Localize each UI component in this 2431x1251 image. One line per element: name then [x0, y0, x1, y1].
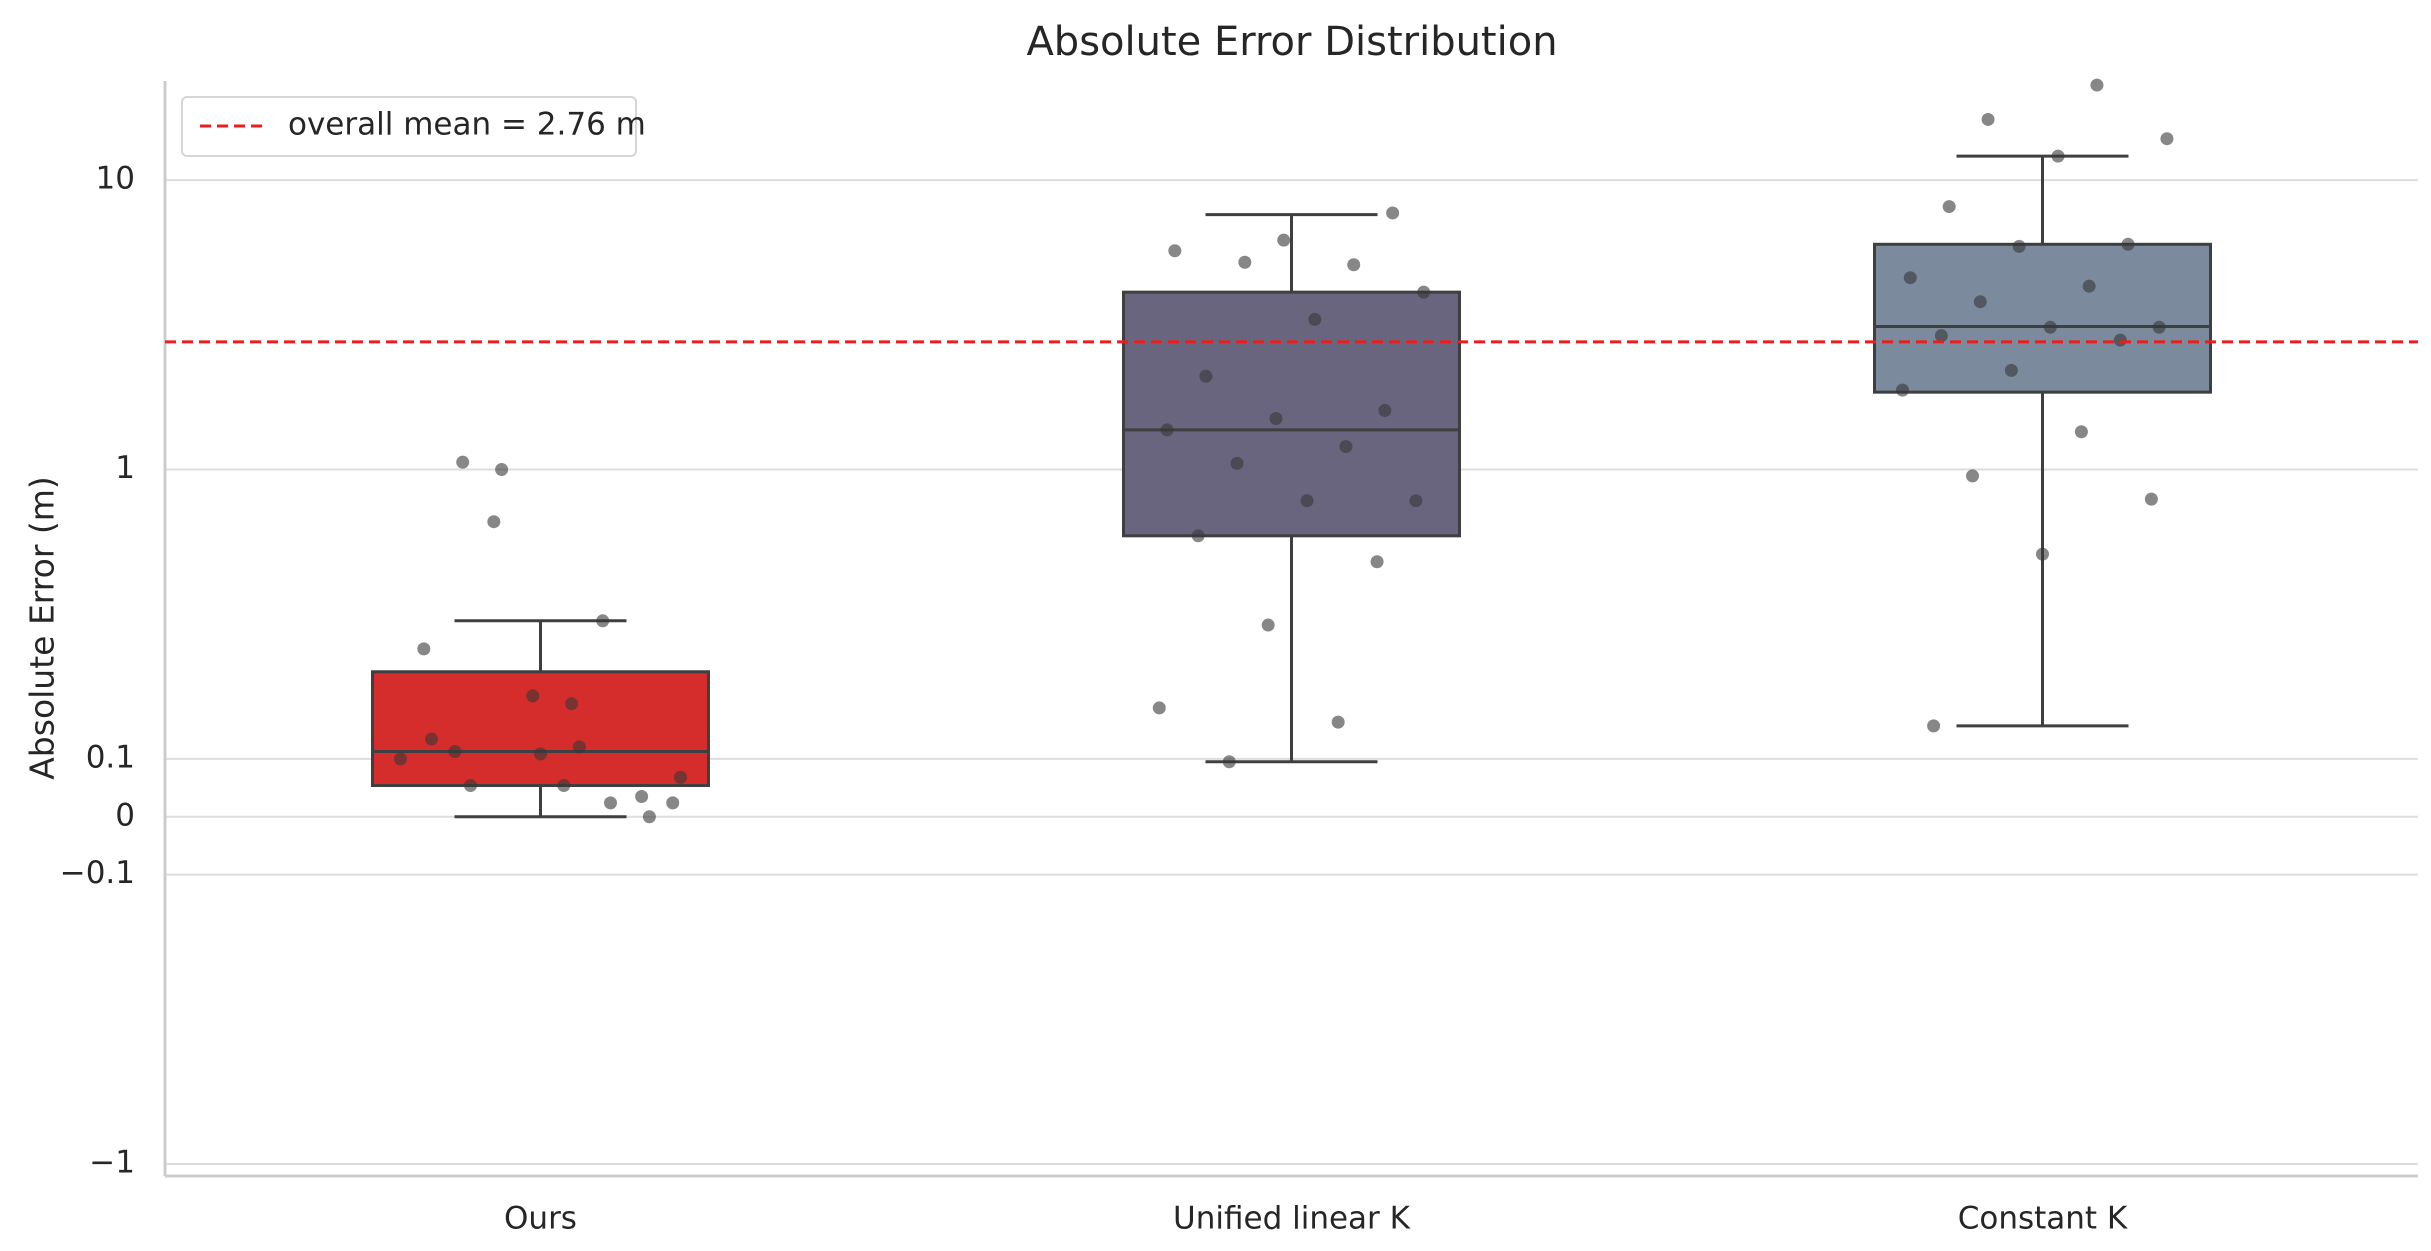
y-tick-label: 1: [115, 450, 135, 486]
data-point: [1168, 244, 1182, 258]
x-tick-label: Ours: [504, 1201, 577, 1237]
data-point: [2160, 132, 2174, 146]
data-point: [1269, 412, 1283, 426]
data-point: [1222, 755, 1236, 769]
data-point: [572, 740, 586, 754]
data-point: [1378, 403, 1392, 417]
data-point: [565, 697, 579, 711]
data-point: [1896, 383, 1909, 397]
data-point: [1942, 200, 1956, 214]
data-point: [2043, 320, 2057, 334]
data-point: [1230, 456, 1244, 470]
data-point: [1160, 423, 1174, 437]
y-tick-label: 10: [96, 161, 135, 197]
y-tick-label: 0.1: [86, 739, 135, 775]
legend-label: overall mean = 2.76 m: [288, 107, 646, 143]
data-point: [1152, 701, 1166, 715]
data-point: [1331, 715, 1345, 729]
data-point: [1347, 258, 1361, 272]
y-tick-label: −1: [89, 1145, 135, 1181]
data-point: [1966, 469, 1979, 483]
data-point: [487, 515, 501, 529]
legend: overall mean = 2.76 m: [181, 96, 646, 157]
data-point: [2144, 492, 2158, 506]
data-point: [557, 778, 571, 792]
data-point: [1191, 529, 1205, 543]
data-point: [635, 789, 649, 803]
data-point: [2082, 279, 2096, 293]
box: [1122, 290, 1461, 538]
data-point: [2051, 149, 2065, 163]
data-point: [1903, 271, 1917, 285]
y-tick-label: 0: [115, 797, 135, 833]
data-point: [1238, 255, 1252, 269]
data-point: [526, 689, 540, 703]
data-point: [2090, 78, 2104, 92]
box: [371, 670, 710, 787]
data-point: [1927, 719, 1941, 733]
data-point: [642, 810, 656, 824]
data-point: [1973, 295, 1987, 309]
data-point: [2113, 333, 2127, 347]
data-point: [1308, 312, 1322, 326]
data-point: [1409, 494, 1423, 508]
y-tick-label: −0.1: [60, 855, 135, 891]
data-point: [2004, 363, 2018, 377]
data-point: [604, 796, 617, 810]
data-point: [2036, 547, 2049, 561]
data-point: [1370, 555, 1384, 569]
legend-box: [181, 96, 637, 157]
chart-title: Absolute Error Distribution: [1026, 19, 1557, 65]
data-point: [464, 778, 477, 792]
data-point: [2074, 425, 2088, 439]
data-point: [1981, 112, 1995, 126]
data-point: [1261, 618, 1275, 632]
data-point: [534, 747, 547, 761]
data-point: [2152, 320, 2166, 334]
data-point: [596, 614, 610, 628]
data-point: [1417, 285, 1431, 299]
data-point: [2012, 239, 2026, 253]
data-point: [1277, 233, 1291, 247]
x-tick-label: Unified linear K: [1173, 1201, 1411, 1237]
data-point: [1934, 329, 1948, 343]
data-point: [1199, 369, 1213, 383]
data-point: [674, 770, 687, 784]
data-point: [394, 752, 407, 766]
data-point: [417, 642, 431, 656]
data-point: [448, 745, 462, 759]
data-point: [495, 462, 509, 476]
data-point: [456, 455, 470, 469]
data-point: [425, 732, 439, 746]
data-point: [1339, 440, 1353, 454]
data-point: [2121, 237, 2135, 251]
data-point: [1386, 206, 1400, 220]
x-tick-label: Constant K: [1958, 1201, 2128, 1237]
data-point: [1300, 494, 1314, 508]
data-point: [666, 796, 680, 810]
box: [1873, 242, 2212, 394]
y-axis-label: Absolute Error (m): [23, 476, 62, 780]
